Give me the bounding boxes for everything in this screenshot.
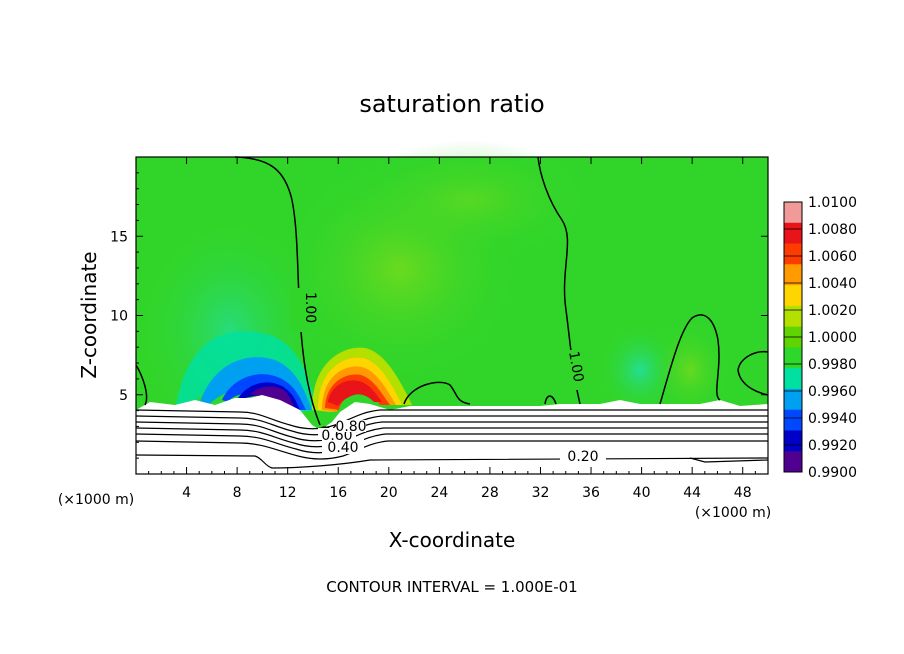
contour-line-right-dip [689, 457, 769, 463]
colorbar-swatch [784, 409, 802, 431]
contour-line-low-6 [135, 440, 768, 460]
x-tick-label: 8 [233, 485, 242, 501]
colorbar-swatch [784, 202, 802, 224]
x-tick-label: 24 [430, 485, 448, 501]
y-axis-title: Z-coordinate [77, 251, 101, 378]
y-tick-label: 15 [110, 229, 128, 245]
contour-line-low-1 [135, 409, 768, 430]
contour-line-low-4 [135, 427, 768, 448]
colorbar-swatch [784, 305, 802, 328]
colorbar: 1.0100 1.0080 1.0060 1.0040 1.0020 1.0000 0.99… [783, 195, 857, 481]
contour-label-100-right-bg [563, 350, 583, 390]
x-axis-unit: (×1000 m) [695, 505, 771, 521]
contour-label-040-bg [322, 438, 364, 454]
colorbar-label: 0.9980 [808, 357, 857, 373]
x-tick-label: 36 [582, 485, 600, 501]
contour-label-080-bg [336, 420, 366, 432]
chart-title: saturation ratio [359, 90, 544, 118]
colorbar-label: 1.0080 [808, 222, 857, 238]
x-tick-label: 48 [734, 485, 752, 501]
y-tick-label: 10 [110, 309, 128, 325]
x-tick-label: 40 [633, 485, 651, 501]
colorbar-label: 1.0060 [808, 249, 857, 265]
y-axis-unit: (×1000 m) [58, 492, 134, 508]
colorbar-label: 0.9920 [808, 438, 857, 454]
contour-line-low-5 [135, 433, 768, 454]
field-moist-plume-core [328, 380, 382, 406]
colorbar-swatch [784, 388, 802, 411]
colorbar-label: 0.9960 [808, 384, 857, 400]
contour-label-080: 0.80 [335, 419, 366, 435]
contour-line-100-small-left [135, 364, 148, 406]
x-tick-label: 20 [380, 485, 398, 501]
x-tick-label: 32 [532, 485, 550, 501]
colorbar-swatch [784, 451, 802, 473]
colorbar-label: 1.0100 [808, 195, 857, 211]
contour-label-020: 0.20 [567, 449, 598, 465]
field-region-upper-right [350, 140, 590, 260]
field-dry-plume-inner [222, 374, 306, 410]
contour-interval-note: CONTOUR INTERVAL = 1.000E-01 [326, 578, 577, 596]
x-tick-label: 12 [279, 485, 297, 501]
contour-line-100-edge [737, 350, 769, 396]
colorbar-swatch [784, 430, 802, 452]
colorbar-swatch [784, 347, 802, 369]
contour-line-100-left [234, 156, 321, 426]
x-tick-label: 16 [329, 485, 347, 501]
field-moist-plume-outer [312, 347, 412, 412]
contour-line-100-dent [544, 395, 557, 405]
x-tick-label: 44 [683, 485, 701, 501]
contour-label-100-right: 1.00 [565, 350, 586, 383]
contour-label-040: 0.40 [327, 440, 358, 456]
y-tick-label: 5 [119, 388, 128, 404]
colorbar-label: 0.9940 [808, 411, 857, 427]
plot-area: 1.00 1.00 0.20 0.40 0.60 0.80 [135, 140, 769, 475]
field-moist-plume-yellow [318, 357, 402, 412]
colorbar-swatch [784, 285, 802, 307]
colorbar-label: 0.9900 [808, 465, 857, 481]
contour-line-020 [135, 454, 769, 469]
colorbar-label: 1.0040 [808, 276, 857, 292]
contour-labels: 1.00 1.00 0.20 0.40 0.60 0.80 [290, 288, 606, 465]
colorbar-swatch [784, 264, 802, 286]
x-axis-title: X-coordinate [389, 528, 516, 552]
colorbar-label: 1.0020 [808, 303, 857, 319]
contour-label-020-bg [560, 446, 606, 464]
colorbar-swatch [784, 243, 802, 265]
colorbar-swatch [784, 222, 802, 245]
colorbar-label: 1.0000 [808, 330, 857, 346]
contour-line-100-hook [659, 314, 721, 405]
y-axis: 5 10 15 [110, 172, 768, 459]
contour-label-100-left: 1.00 [302, 292, 318, 323]
contour-line-100-bump [403, 381, 471, 405]
x-tick-label: 4 [182, 485, 191, 501]
contour-label-100-left-bg [290, 288, 310, 332]
x-axis: 4 8 12 16 20 24 28 32 36 40 44 48 [148, 157, 756, 501]
field-dry-plume-core [238, 382, 300, 410]
colorbar-swatch [784, 368, 802, 390]
field-region-right-green [650, 320, 730, 420]
field-moist-plume-orange [322, 366, 396, 412]
contour-lines-lower [135, 409, 769, 469]
x-tick-label: 28 [481, 485, 499, 501]
